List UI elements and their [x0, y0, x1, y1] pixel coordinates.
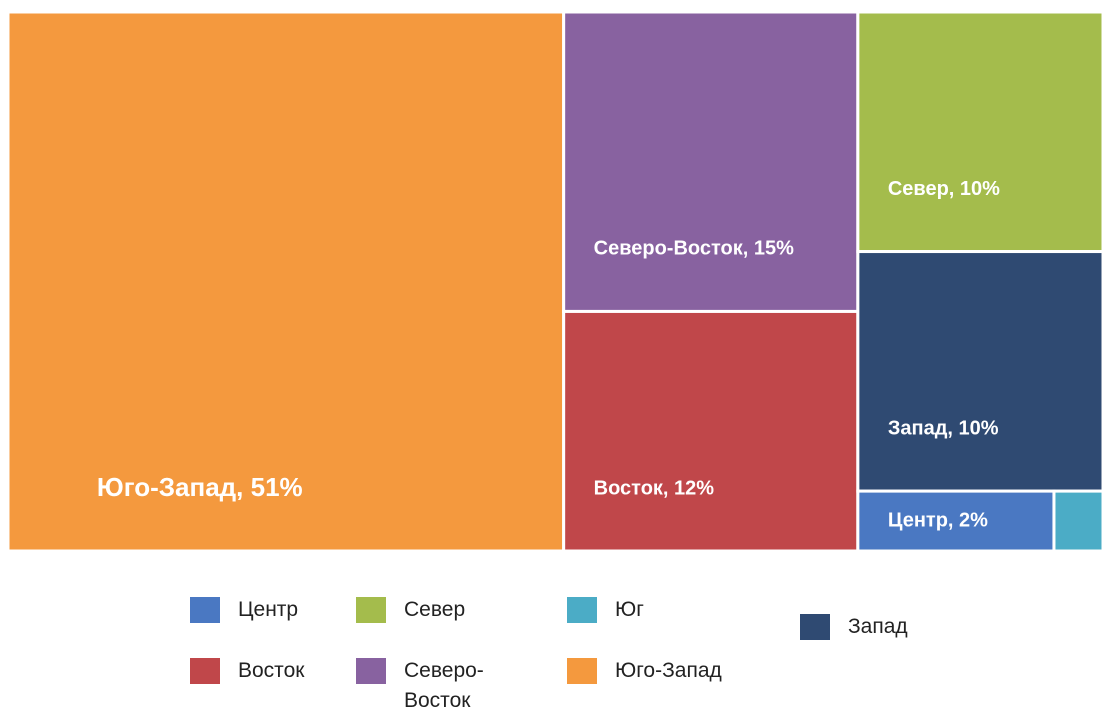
tile: [562, 10, 860, 313]
tile-label: Центр, 2%: [888, 509, 988, 531]
legend-item: Центр: [190, 597, 298, 623]
legend-swatch: [356, 597, 386, 623]
legend-swatch: [190, 597, 220, 623]
legend-swatch: [800, 613, 830, 640]
tile-label: Запад, 10%: [888, 417, 999, 439]
tile: [562, 309, 860, 553]
legend-label: Запад: [848, 614, 908, 638]
legend-item: Юг: [567, 597, 644, 623]
tile: [856, 10, 1103, 254]
legend-swatch: [356, 658, 386, 684]
tile-label: Восток, 12%: [594, 477, 715, 499]
tile-label: Север, 10%: [888, 178, 1000, 200]
legend-label: Юг: [615, 598, 644, 621]
legend-item: Юго-Запад: [567, 658, 722, 684]
legend-item: Запад: [800, 613, 908, 640]
tile-label: Северо-Восток, 15%: [594, 238, 794, 260]
tile-label: Юго-Запад, 51%: [97, 472, 303, 502]
legend-item: Север: [356, 597, 504, 625]
tile: [6, 10, 566, 553]
tile: [856, 489, 1056, 553]
legend-label: Северо-Восток: [404, 659, 484, 712]
tile: [1052, 489, 1103, 553]
legend-swatch: [190, 658, 220, 684]
legend-swatch: [567, 658, 597, 684]
legend-label: Юго-Запад: [615, 659, 722, 682]
legend-swatch: [567, 597, 597, 623]
legend-label: Центр: [238, 598, 299, 621]
legend-item: Северо-Восток: [356, 658, 504, 716]
legend-item: Восток: [190, 658, 304, 684]
legend-label: Север: [404, 598, 466, 621]
legend-label: Восток: [238, 659, 305, 682]
